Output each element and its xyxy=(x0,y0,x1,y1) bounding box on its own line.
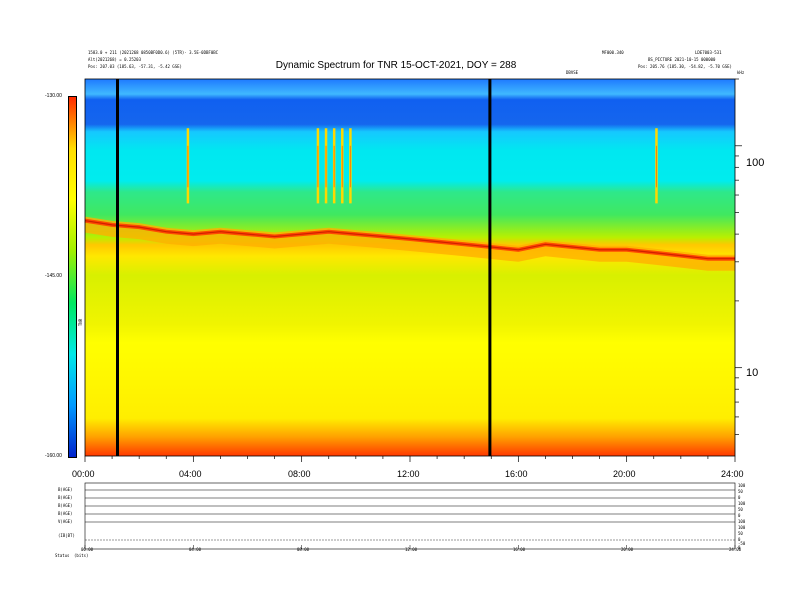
bottom-right-tick-1: 50 xyxy=(738,489,743,494)
bottom-time-tick-2: 08:00 xyxy=(297,547,310,552)
bottom-time-tick-1: 04:00 xyxy=(189,547,202,552)
time-axis-ticks xyxy=(84,456,736,462)
bottom-right-tick-9: 0 xyxy=(738,537,741,542)
header-left-line2: Alt(2021268) = 0.25203 xyxy=(88,57,141,62)
header-right-line3: BS_PICTURE 2021-10-15 000000 xyxy=(648,57,716,62)
spectrogram-background xyxy=(85,79,735,456)
header-right-line4: Pos: 205.76 (185.30, -54.82, -5.70 GSE) xyxy=(638,64,732,69)
bottom-right-tick-6: 100 xyxy=(738,519,746,524)
time-tick-6: 24:00 xyxy=(721,469,744,479)
bottom-panel-frame xyxy=(84,482,736,550)
bottom-panel-traces xyxy=(84,489,736,549)
header-left-line1: 1583.0 + 211 (2021268 0850BF0D0.6) (5TR)… xyxy=(88,50,219,55)
chart-title: Dynamic Spectrum for TNR 15-OCT-2021, DO… xyxy=(275,60,517,71)
plasma-line-core xyxy=(84,220,735,260)
bottom-row-label-4: V(AGE) xyxy=(58,519,73,524)
header-left-line3: Pos: 207.03 (185.63, -57.31, -5.42 GSE) xyxy=(88,64,182,69)
header-right-line1: MF000.340 xyxy=(602,50,624,55)
status-label: Status xyxy=(55,553,70,558)
freq-tick-100: 100 xyxy=(746,157,765,169)
time-tick-0: 00:00 xyxy=(72,469,95,479)
bottom-row-label-0: B(AGE) xyxy=(58,487,73,492)
bottom-right-tick-10: -50 xyxy=(738,541,746,546)
bottom-time-tick-4: 16:00 xyxy=(513,547,526,552)
time-tick-3: 12:00 xyxy=(397,469,420,479)
colorbar-tick-bottom: -160.00 xyxy=(45,453,62,459)
colorbar-tick-mid: -145.00 xyxy=(45,273,62,279)
time-tick-4: 16:00 xyxy=(505,469,528,479)
header-right-line2: LDE7003-531 xyxy=(695,50,722,55)
freq-tick-10: 10 xyxy=(746,367,759,379)
time-tick-1: 04:00 xyxy=(179,469,202,479)
bottom-right-tick-7: 100 xyxy=(738,525,746,530)
bottom-time-tick-6: 24:00 xyxy=(729,547,742,552)
bottom-row-label-3: B(AGE) xyxy=(58,511,73,516)
bottom-time-tick-5: 20:00 xyxy=(621,547,634,552)
bottom-time-tick-3: 12:00 xyxy=(405,547,418,552)
bottom-row-label-1: B(AGE) xyxy=(58,495,73,500)
bottom-right-tick-3: 100 xyxy=(738,501,746,506)
bottom-right-tick-11: 0 xyxy=(738,545,741,550)
header-corner-unit: kHz xyxy=(737,70,745,75)
spectrogram-marks xyxy=(84,79,735,456)
bottom-right-tick-5: 0 xyxy=(738,513,741,518)
bottom-time-tick-0: 00:00 xyxy=(81,547,94,552)
colorbar-tick-top: -130.00 xyxy=(45,93,62,99)
colorbar xyxy=(68,96,77,458)
bottom-row-label-5: (IB|BT) xyxy=(58,533,75,538)
header-center-small: DBVSE xyxy=(566,70,579,75)
bottom-right-tick-0: 100 xyxy=(738,483,746,488)
time-tick-5: 20:00 xyxy=(613,469,636,479)
bottom-row-label-2: B(AGE) xyxy=(58,503,73,508)
plasma-line-halo xyxy=(85,216,735,271)
frequency-axis-ticks xyxy=(735,78,742,435)
time-tick-2: 08:00 xyxy=(288,469,311,479)
bottom-right-tick-8: 50 xyxy=(738,531,743,536)
bottom-right-tick-2: 0 xyxy=(738,495,741,500)
bottom-right-tick-4: 50 xyxy=(738,507,743,512)
status-value: (bits) xyxy=(74,553,89,558)
